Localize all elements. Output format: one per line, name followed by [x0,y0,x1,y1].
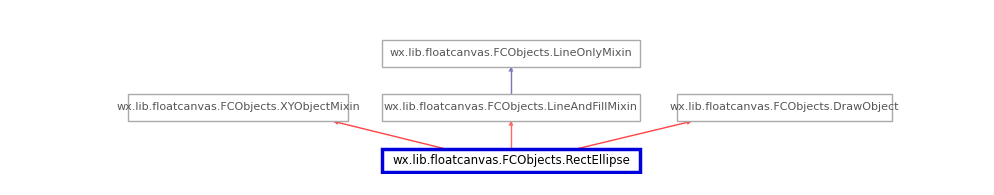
FancyBboxPatch shape [677,94,892,121]
FancyBboxPatch shape [128,94,348,121]
Text: wx.lib.floatcanvas.FCObjects.RectEllipse: wx.lib.floatcanvas.FCObjects.RectEllipse [392,154,630,167]
Text: wx.lib.floatcanvas.FCObjects.LineOnlyMixin: wx.lib.floatcanvas.FCObjects.LineOnlyMix… [390,48,632,58]
FancyBboxPatch shape [382,94,640,121]
FancyBboxPatch shape [382,149,640,172]
Text: wx.lib.floatcanvas.FCObjects.DrawObject: wx.lib.floatcanvas.FCObjects.DrawObject [670,103,900,113]
Text: wx.lib.floatcanvas.FCObjects.LineAndFillMixin: wx.lib.floatcanvas.FCObjects.LineAndFill… [384,103,638,113]
Text: wx.lib.floatcanvas.FCObjects.XYObjectMixin: wx.lib.floatcanvas.FCObjects.XYObjectMix… [116,103,360,113]
FancyBboxPatch shape [382,40,640,66]
